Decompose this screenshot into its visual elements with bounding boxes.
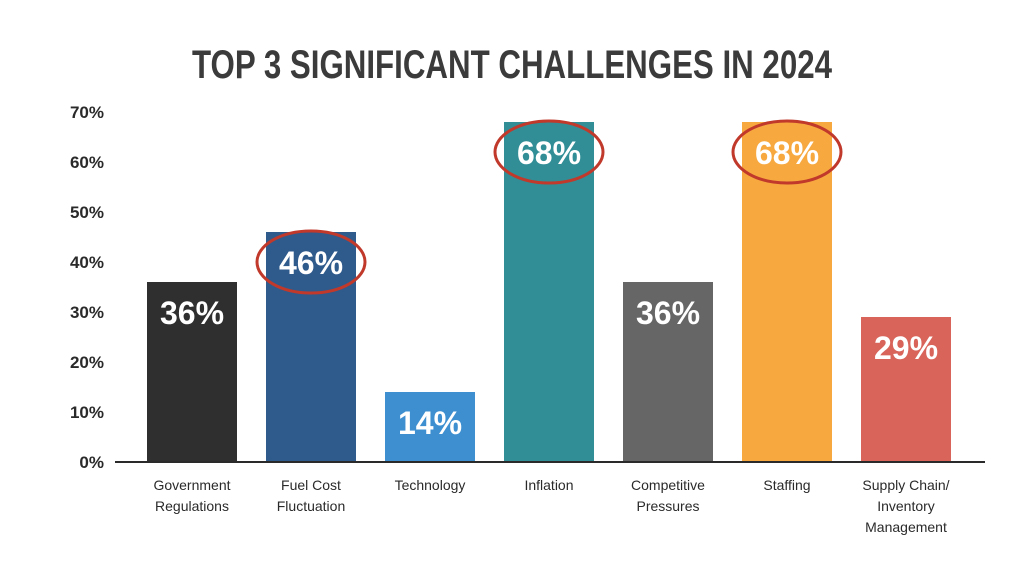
x-tick-label-line: Inventory [877, 498, 935, 514]
x-tick-label-line: Supply Chain/ [862, 477, 949, 493]
highlight-circle [493, 119, 605, 185]
bar [266, 232, 356, 462]
x-tick-label-line: Technology [395, 477, 466, 493]
bar [742, 122, 832, 462]
x-tick-label-line: Competitive [631, 477, 705, 493]
y-tick-label: 30% [70, 303, 104, 322]
y-tick-label: 0% [79, 453, 104, 472]
bar [861, 317, 951, 462]
x-tick-label-line: Inflation [524, 477, 573, 493]
y-tick-label: 40% [70, 253, 104, 272]
y-tick-label: 20% [70, 353, 104, 372]
x-tick-label-line: Pressures [636, 498, 699, 514]
y-axis: 0% 10% 20% 30% 40% 50% 60% 70% [70, 103, 104, 472]
data-label: 36% [160, 295, 224, 331]
x-tick-label-line: Fluctuation [277, 498, 345, 514]
y-tick-label: 60% [70, 153, 104, 172]
x-axis: Government Regulations Fuel Cost Fluctuatio… [153, 477, 949, 535]
data-label: 29% [874, 330, 938, 366]
data-label: 14% [398, 405, 462, 441]
y-tick-label: 10% [70, 403, 104, 422]
data-label: 36% [636, 295, 700, 331]
x-tick-label-line: Regulations [155, 498, 229, 514]
y-tick-label: 70% [70, 103, 104, 122]
x-tick-label: Staffing [763, 477, 810, 493]
x-tick-label-line: Government [153, 477, 230, 493]
bar [623, 282, 713, 462]
bar [385, 392, 475, 462]
x-tick-label-line: Staffing [763, 477, 810, 493]
bars-group: 36% 46% 14% 68% 36% 68% 29% [147, 119, 951, 462]
x-tick-label: Competitive Pressures [631, 477, 705, 514]
chart-title: TOP 3 SIGNIFICANT CHALLENGES IN 2024 [192, 43, 833, 87]
x-tick-label-line: Management [865, 519, 947, 535]
y-tick-label: 50% [70, 203, 104, 222]
x-tick-label: Technology [395, 477, 466, 493]
x-tick-label: Inflation [524, 477, 573, 493]
data-label: 68% [755, 135, 819, 171]
data-label: 68% [517, 135, 581, 171]
bar [504, 122, 594, 462]
bar [147, 282, 237, 462]
x-tick-label: Government Regulations [153, 477, 230, 514]
highlight-circle [731, 119, 843, 185]
x-tick-label: Fuel Cost Fluctuation [277, 477, 345, 514]
x-tick-label-line: Fuel Cost [281, 477, 341, 493]
highlight-circle [255, 229, 367, 295]
data-label: 46% [279, 245, 343, 281]
x-tick-label: Supply Chain/Inventory Management [862, 477, 949, 535]
